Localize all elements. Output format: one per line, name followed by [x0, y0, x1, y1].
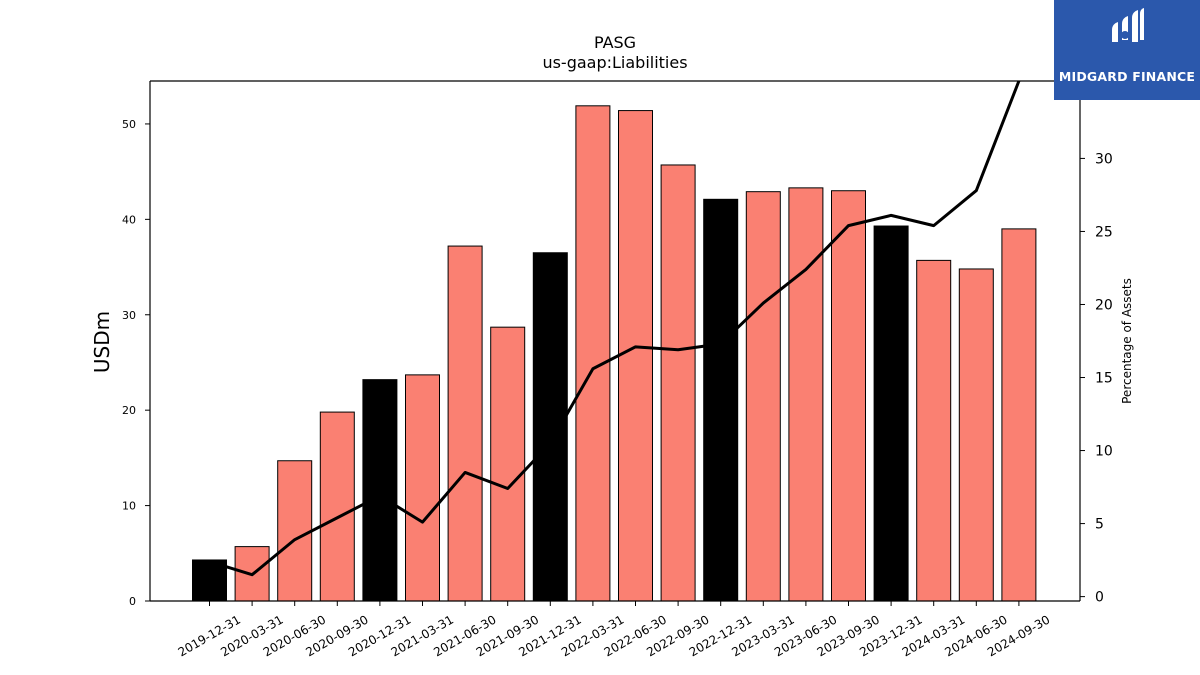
y2-tick-label: 0: [1095, 590, 1104, 606]
percentage-line: [209, 81, 1021, 577]
bar-2022-09-30: [660, 164, 696, 602]
chart-title: PASG: [594, 33, 636, 52]
logo-text: MIDGARD FINANCE: [1058, 69, 1196, 84]
chart-subtitle: us-gaap:Liabilities: [542, 53, 687, 72]
bar-2024-09-30: [1001, 228, 1037, 602]
logo: MIDGARD FINANCE: [1054, 0, 1200, 100]
bar-2022-03-31: [575, 105, 611, 602]
y2-tick-label: 20: [1095, 297, 1113, 313]
bar-2019-12-31: [192, 559, 227, 602]
y-axis-label: USDm: [90, 311, 114, 373]
y2-tick-label: 15: [1095, 371, 1113, 387]
bar-2024-03-31: [916, 259, 952, 602]
bar-2023-03-31: [745, 191, 781, 602]
y2-axis-label: Percentage of Assets: [1120, 278, 1134, 404]
bar-2020-12-31: [362, 379, 398, 602]
y-tick-label: 40: [122, 213, 136, 226]
bar-2021-09-30: [490, 326, 526, 602]
y-tick-label: 50: [122, 118, 136, 131]
y2-tick-label: 30: [1095, 151, 1113, 167]
y2-tick-label: 5: [1095, 517, 1104, 533]
bar-2023-09-30: [831, 190, 866, 602]
bar-2022-06-30: [618, 110, 653, 602]
y-tick-label: 10: [122, 500, 136, 513]
bar-2021-12-31: [532, 252, 568, 602]
bar-series: [192, 105, 1037, 602]
logo-mark-icon: [1112, 8, 1144, 42]
y-tick-label: 20: [122, 404, 136, 417]
bar-2023-12-31: [873, 225, 909, 602]
line-series: [209, 81, 1021, 577]
bar-2021-03-31: [405, 374, 440, 602]
bar-2024-06-30: [958, 268, 994, 602]
bar-2023-06-30: [788, 187, 824, 602]
y2-tick-label: 10: [1095, 444, 1113, 460]
y-tick-label: 30: [122, 309, 136, 322]
y-tick-label: 0: [129, 595, 136, 608]
bar-2020-09-30: [319, 411, 355, 602]
bar-2020-06-30: [277, 460, 313, 602]
bar-2022-12-31: [703, 198, 739, 602]
y2-tick-label: 25: [1095, 224, 1113, 240]
bar-2021-06-30: [447, 245, 483, 602]
